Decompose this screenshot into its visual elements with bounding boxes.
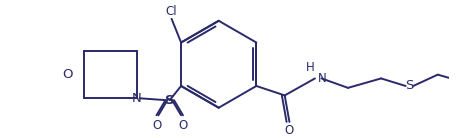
Text: Cl: Cl [166,5,177,18]
Text: O: O [152,119,161,132]
Text: O: O [285,124,294,137]
Text: N: N [132,92,141,105]
Text: S: S [405,79,413,92]
Text: H: H [306,61,315,74]
Text: O: O [178,119,188,132]
Text: S: S [165,94,175,107]
Text: N: N [318,72,327,85]
Text: O: O [62,68,73,81]
